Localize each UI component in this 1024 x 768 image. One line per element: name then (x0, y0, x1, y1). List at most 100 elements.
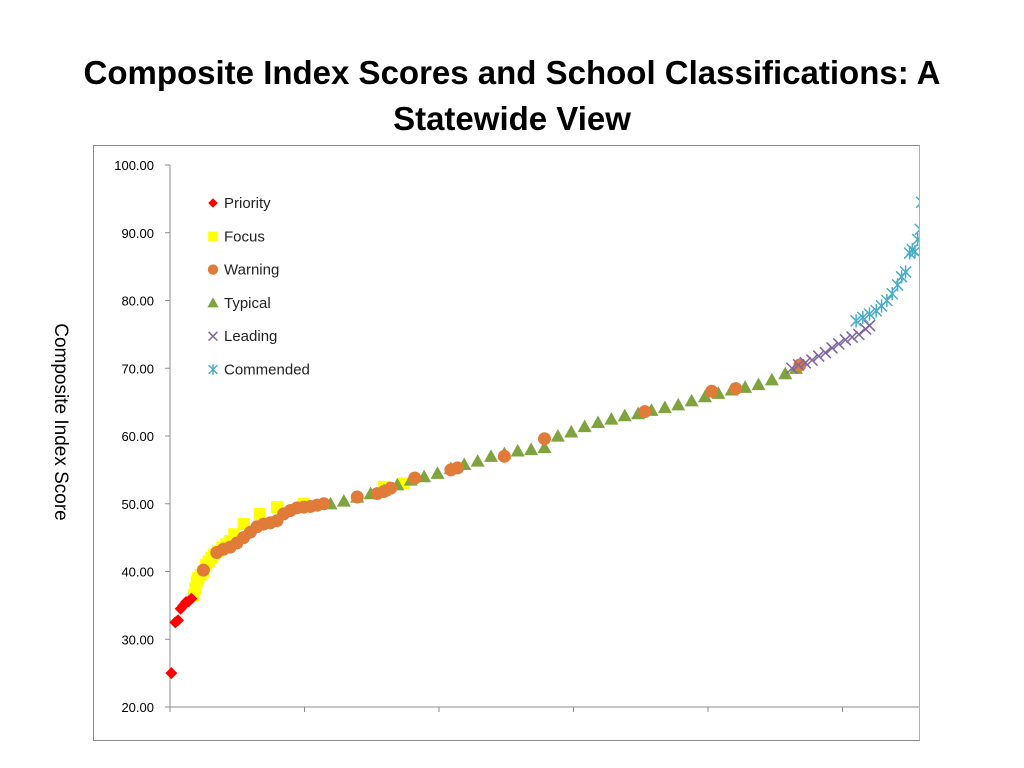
x-stroke (832, 337, 845, 350)
series-priority (165, 592, 198, 680)
typical-point (550, 429, 565, 442)
axes-group: 20.00 30.00 40.00 50.00 60.00 70.00 80.00 90.00… (114, 158, 919, 715)
leading-point (846, 331, 859, 344)
typical-point (617, 408, 632, 422)
typical-point (577, 419, 592, 433)
typical-point (484, 449, 498, 462)
legend-label-warning: Warning (224, 262, 279, 279)
leading-point (812, 350, 825, 363)
commended-point (856, 310, 869, 325)
typical-point (657, 400, 672, 414)
legend: Priority Focus Warning Typical Leading Commen… (207, 195, 310, 379)
leading-point (805, 354, 819, 367)
commended-point (899, 265, 912, 279)
legend-marker-commended (208, 364, 218, 375)
warning-point (451, 461, 465, 475)
typical-point (604, 412, 619, 425)
typical-point (698, 389, 712, 403)
leading-point (785, 362, 798, 375)
typical-point (591, 415, 605, 429)
asterisk-stroke (915, 196, 919, 201)
series-warning (196, 358, 807, 577)
typical-point (524, 442, 539, 456)
typical-point (537, 440, 552, 454)
legend-item-typical: Typical (207, 295, 271, 312)
leading-point (799, 356, 812, 369)
legend-label-priority: Priority (224, 195, 271, 212)
x-stroke (792, 358, 805, 371)
chart-frame: 20.00 30.00 40.00 50.00 60.00 70.00 80.00 90.00… (93, 145, 920, 741)
x-stroke (846, 331, 859, 344)
x-stroke (799, 356, 812, 369)
x-stroke (826, 341, 839, 354)
leading-point (852, 328, 865, 341)
typical-point (671, 397, 686, 411)
warning-point (350, 490, 364, 504)
warning-point (408, 471, 422, 485)
x-stroke (208, 331, 218, 342)
leading-point (863, 319, 876, 332)
commended-point (880, 293, 893, 308)
warning-point (384, 481, 398, 495)
y-tick-label: 100.00 (114, 158, 154, 173)
typical-point (684, 393, 699, 407)
series-leading (785, 319, 876, 375)
priority-point (172, 614, 185, 627)
warning-point (638, 405, 652, 419)
legend-marker-priority (208, 198, 218, 208)
x-stroke (839, 333, 852, 346)
typical-point (564, 424, 579, 438)
asterisk-stroke (914, 223, 919, 230)
typical-point (336, 494, 351, 507)
x-stroke (863, 319, 876, 332)
commended-point (915, 196, 919, 209)
y-tick-label: 40.00 (121, 565, 154, 580)
commended-point (886, 287, 899, 301)
y-tick-label: 20.00 (121, 700, 154, 715)
legend-marker-typical (207, 297, 219, 308)
legend-item-warning: Warning (207, 262, 279, 279)
x-stroke (852, 328, 865, 341)
asterisk-stroke (914, 229, 919, 236)
legend-marker-leading (208, 331, 218, 342)
leading-point (839, 333, 852, 346)
typical-point (778, 366, 793, 380)
typical-point (764, 372, 779, 386)
legend-item-commended: Commended (208, 362, 310, 379)
typical-point (751, 377, 766, 391)
legend-marker-focus (208, 231, 218, 242)
legend-marker-warning (207, 264, 219, 275)
legend-label-focus: Focus (224, 228, 265, 245)
warning-point (196, 563, 210, 577)
leading-point (832, 337, 845, 350)
priority-point (185, 592, 198, 605)
priority-point (165, 667, 178, 680)
commended-point (914, 223, 919, 236)
warning-point (705, 384, 719, 398)
commended-point (863, 307, 876, 321)
legend-item-leading: Leading (208, 328, 277, 345)
legend-label-commended: Commended (224, 362, 310, 379)
warning-point (317, 497, 331, 511)
legend-item-focus: Focus (208, 228, 265, 245)
focus-point (253, 507, 266, 520)
commended-point (908, 245, 919, 259)
warning-point (497, 449, 511, 463)
leading-point (792, 358, 805, 371)
typical-point (470, 454, 485, 467)
series-commended (850, 196, 919, 328)
x-stroke (785, 362, 798, 375)
leading-point (819, 346, 832, 359)
commended-point (911, 232, 919, 247)
typical-point (510, 443, 525, 457)
commended-point (850, 314, 863, 328)
y-tick-label: 70.00 (121, 361, 154, 376)
x-stroke (819, 346, 832, 359)
leading-point (826, 341, 839, 354)
y-tick-label: 30.00 (121, 632, 154, 647)
warning-point (538, 432, 551, 446)
legend-label-leading: Leading (224, 328, 277, 345)
legend-item-priority: Priority (208, 195, 271, 212)
y-tick-label: 80.00 (121, 294, 154, 309)
data-marks-group (165, 196, 919, 680)
